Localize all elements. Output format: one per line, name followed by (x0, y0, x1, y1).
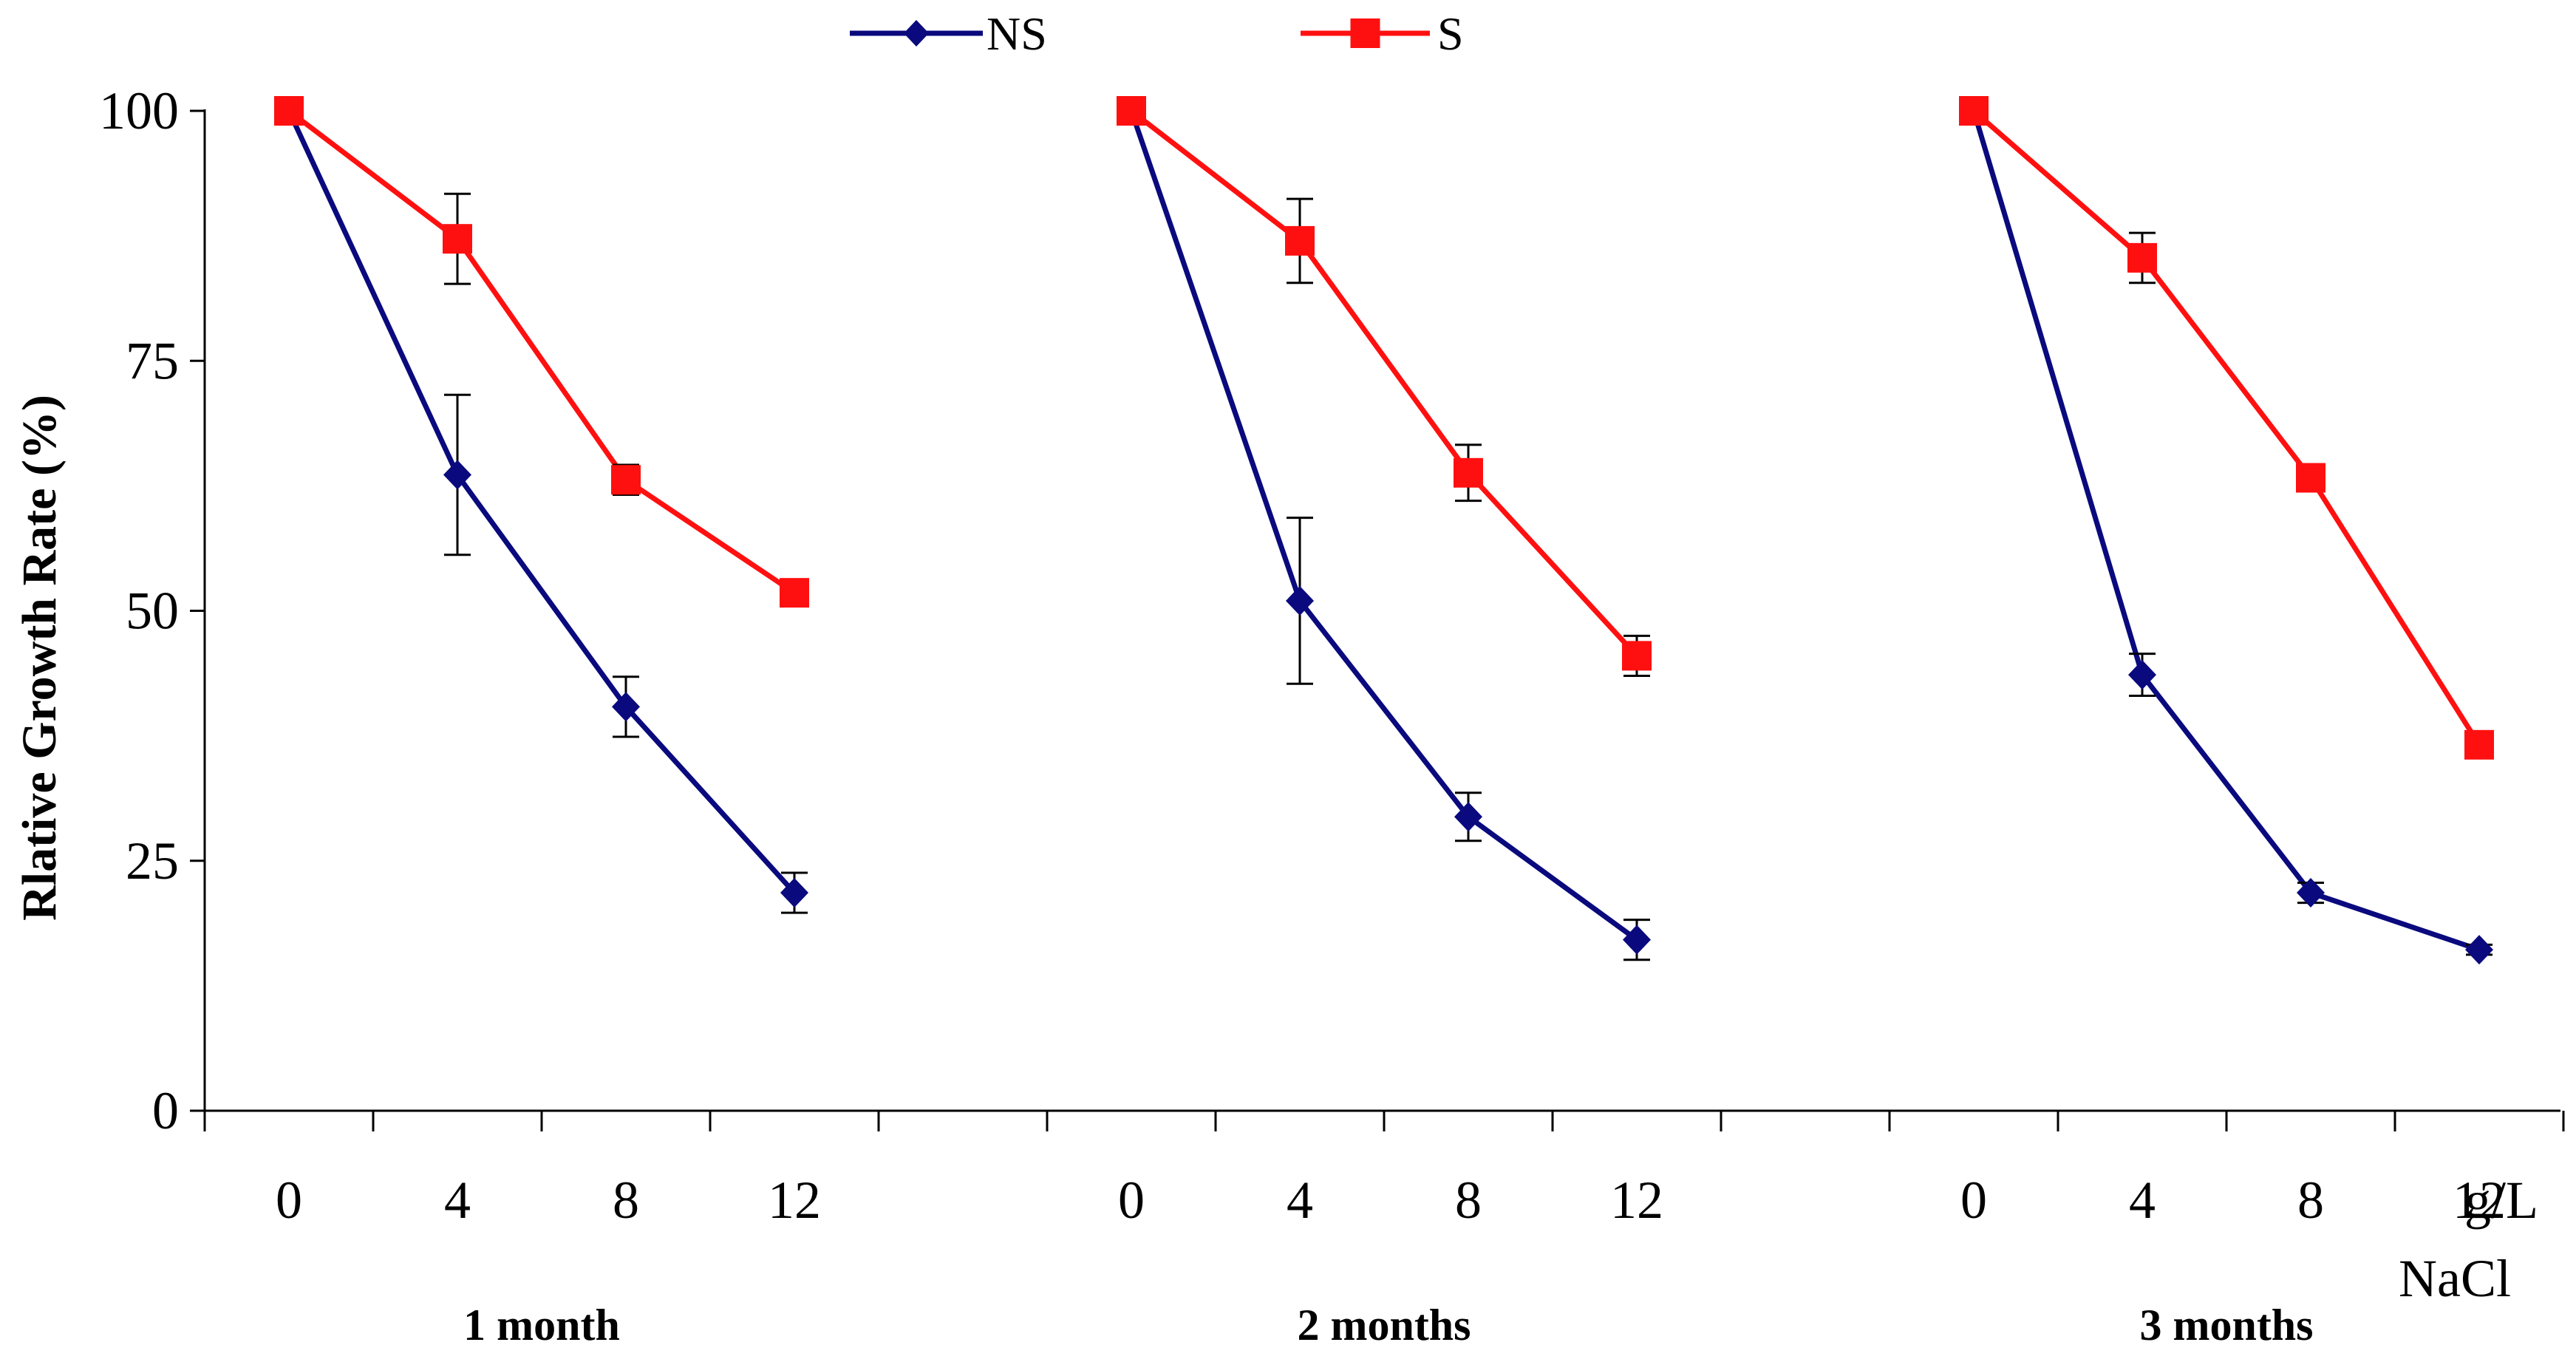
series-line-s (1129, 109, 1639, 658)
x-tick-label: 8 (2297, 1171, 2324, 1230)
data-point-s (1285, 225, 1315, 256)
data-point-ns (2297, 878, 2325, 908)
y-tick-label: 50 (126, 582, 179, 641)
data-point-ns (780, 878, 808, 908)
series-line-s (287, 109, 796, 596)
data-point-s (1117, 96, 1146, 126)
data-point-s (443, 224, 472, 254)
x-tick-label: 0 (1118, 1171, 1145, 1230)
group-label: 3 months (2139, 1301, 2313, 1349)
data-point-s (2296, 463, 2325, 493)
legend-label-ns: NS (987, 7, 1047, 60)
series-line-ns (1971, 109, 2481, 953)
x-tick-label: 8 (613, 1171, 639, 1230)
series-line-ns (286, 109, 797, 895)
x-tick-label: 12 (768, 1171, 821, 1230)
x-unit-label-g-per-l: g/L (2464, 1171, 2538, 1230)
series (274, 96, 2494, 965)
data-point-ns (2128, 660, 2156, 690)
data-point-ns (612, 692, 640, 722)
group-label: 1 month (463, 1301, 620, 1349)
data-point-ns (1623, 925, 1651, 955)
legend: NS S (850, 7, 1464, 60)
x-tick-label: 12 (1610, 1171, 1663, 1230)
data-point-s (1959, 96, 1989, 126)
x-tick-label: 0 (276, 1171, 302, 1230)
x-tick-label: 0 (1960, 1171, 1987, 1230)
x-tick-label: 4 (1287, 1171, 1313, 1230)
group-label: 2 months (1297, 1301, 1471, 1349)
data-point-s (274, 96, 304, 126)
legend-label-s: S (1437, 7, 1464, 60)
y-tick-label: 25 (126, 831, 179, 891)
data-point-s (780, 578, 809, 608)
x-tick-label: 8 (1455, 1171, 1482, 1230)
x-tick-label: 4 (2129, 1171, 2156, 1230)
legend-marker-ns (904, 20, 929, 47)
data-point-ns (1286, 585, 1314, 616)
labels: Rlative Growth Rate (%) g/L NaCl 0 4 8 12 1 … (13, 395, 2538, 1349)
axes: 0 25 50 75 100 (99, 81, 2565, 1140)
data-point-ns (1454, 802, 1482, 832)
x-tick-label: 4 (444, 1171, 471, 1230)
y-axis-title: Rlative Growth Rate (%) (13, 395, 67, 921)
data-point-s (1622, 641, 1652, 671)
data-point-s (2127, 242, 2157, 273)
data-point-ns (443, 460, 471, 490)
series-line-ns (1128, 109, 1639, 942)
y-tick-label: 75 (126, 331, 179, 390)
data-point-s (2464, 729, 2494, 760)
legend-marker-s (1350, 18, 1380, 48)
y-tick-label: 0 (152, 1081, 179, 1140)
y-tick-label: 100 (99, 81, 179, 140)
x-unit-label-nacl: NaCl (2399, 1249, 2511, 1308)
data-point-s (1454, 457, 1483, 488)
data-point-s (611, 465, 641, 495)
data-point-ns (2465, 935, 2493, 965)
series-line-s (1972, 109, 2481, 746)
x-tick-label: 12 (2453, 1171, 2506, 1230)
